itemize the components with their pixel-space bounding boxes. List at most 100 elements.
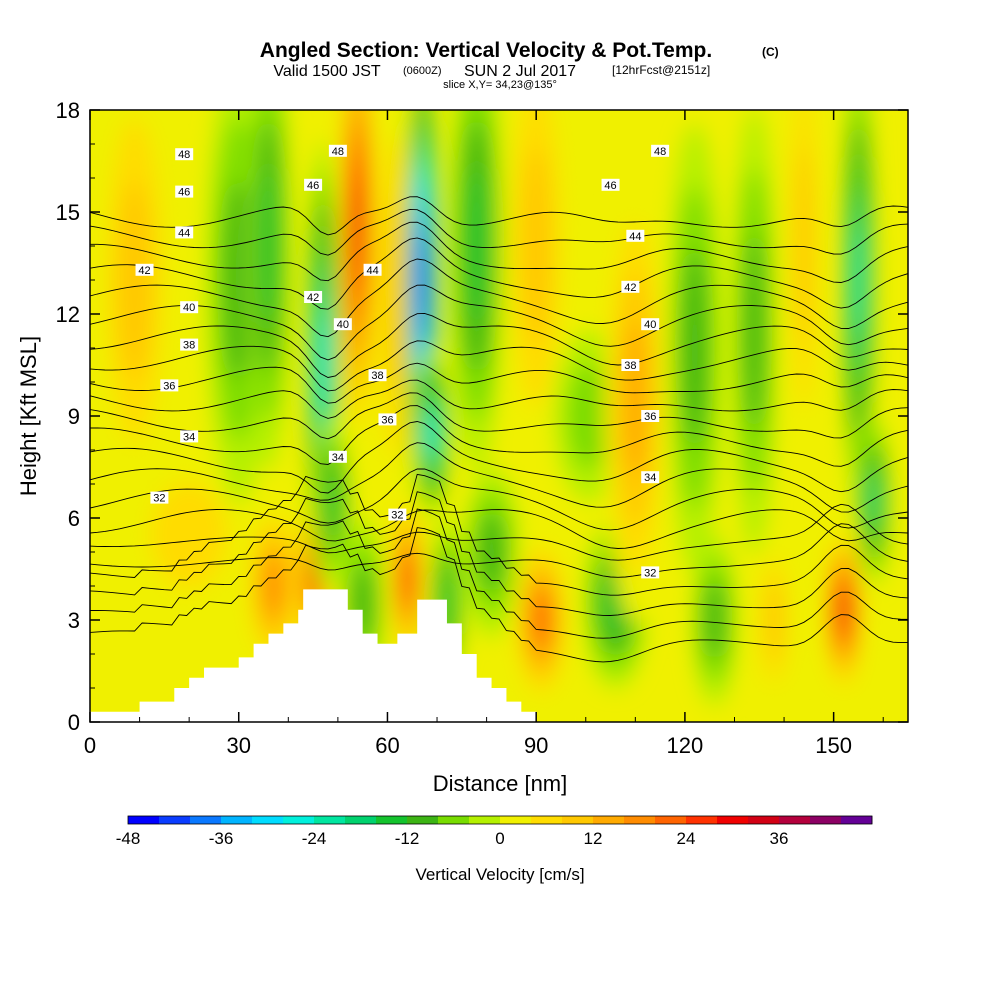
contour-label-text: 48 — [332, 146, 344, 158]
colorbar-swatch — [376, 816, 408, 824]
velocity-cell — [682, 249, 708, 447]
contour-label-text: 46 — [604, 180, 616, 192]
contour-label: 44 — [626, 229, 645, 243]
y-tick-label: 18 — [56, 98, 80, 123]
contour-label-box — [175, 226, 194, 239]
velocity-cell — [318, 316, 328, 414]
contour-label: 34 — [180, 430, 199, 443]
contour-label-box — [180, 338, 199, 351]
velocity-cell — [533, 597, 549, 643]
contour-label-box — [328, 144, 347, 157]
y-tick-label: 12 — [56, 302, 80, 327]
velocity-cell — [117, 181, 152, 379]
contour-label: 48 — [175, 148, 194, 161]
contour-label: 42 — [621, 280, 640, 294]
contour-label: 32 — [641, 566, 660, 579]
contour-label-box — [388, 508, 407, 521]
valid-date: SUN 2 Jul 2017 — [464, 63, 576, 80]
valid-time: Valid 1500 JST — [273, 63, 381, 80]
x-tick-label: 120 — [667, 733, 704, 758]
colorbar-swatch — [531, 816, 563, 824]
x-tick-label: 60 — [375, 733, 399, 758]
contour-label-box — [626, 229, 645, 242]
contour-label-box — [328, 450, 347, 463]
contour-label-box — [150, 491, 169, 504]
contour-label-text: 34 — [644, 472, 656, 484]
contour-label: 46 — [601, 178, 620, 192]
colorbar-swatch — [686, 816, 718, 824]
forecast-info: [12hrFcst@2151z] — [612, 63, 710, 77]
contour-label: 44 — [363, 263, 382, 277]
colorbar-swatch — [283, 816, 315, 824]
title-block: Angled Section: Vertical Velocity & Pot.… — [260, 39, 779, 91]
chart-title: Angled Section: Vertical Velocity & Pot.… — [260, 39, 712, 62]
contour-label-box — [333, 318, 352, 331]
isentrope-contour — [90, 196, 908, 236]
contour-label: 46 — [304, 178, 323, 192]
contour-label-box — [304, 178, 323, 191]
colorbar-swatch — [810, 816, 842, 824]
contour-label: 36 — [378, 413, 397, 426]
potential-temperature-contours — [90, 196, 908, 663]
contour-label-box — [135, 263, 154, 276]
y-tick-label: 3 — [68, 608, 80, 633]
contour-label: 36 — [641, 410, 660, 423]
isentrope-contour — [90, 491, 908, 616]
plot-area: 3234363840424446483234363840424446483234… — [16, 98, 909, 796]
colorbar-swatch — [190, 816, 222, 824]
isentrope-contour — [90, 473, 908, 596]
velocity-cell — [623, 321, 648, 477]
contour-label-text: 44 — [366, 265, 378, 277]
colorbar-swatch — [469, 816, 501, 824]
colorbar-swatches — [127, 815, 873, 825]
velocity-cell — [325, 469, 340, 533]
colorbar-swatch — [438, 816, 470, 824]
velocity-cell — [838, 591, 849, 629]
contour-label: 48 — [328, 144, 347, 158]
chart-title-suffix: (C) — [762, 45, 779, 59]
y-tick-label: 9 — [68, 404, 80, 429]
contour-label-text: 38 — [624, 360, 636, 372]
contour-label-box — [641, 318, 660, 331]
velocity-cell — [567, 363, 614, 469]
contour-label-text: 36 — [381, 414, 393, 426]
contour-label: 42 — [135, 263, 154, 277]
contour-label: 38 — [180, 338, 199, 352]
colorbar-tick-label: 24 — [677, 829, 696, 848]
contour-label: 38 — [368, 369, 387, 382]
contour-label-text: 36 — [644, 411, 656, 423]
contour-label-text: 38 — [371, 370, 383, 382]
contour-label: 40 — [180, 301, 199, 314]
velocity-cell — [264, 559, 283, 613]
isentrope-contour — [90, 392, 908, 440]
contour-label-box — [180, 430, 199, 443]
isentrope-contour — [90, 421, 908, 494]
contour-label-box — [621, 359, 640, 371]
isentrope-contour — [90, 503, 908, 561]
colorbar-swatch — [562, 816, 594, 824]
contour-label: 40 — [333, 318, 352, 331]
velocity-cell — [223, 181, 254, 379]
isentrope-contour — [90, 509, 908, 549]
isentrope-contour — [90, 258, 908, 338]
contour-label-text: 32 — [391, 510, 403, 522]
isentrope-contour — [90, 340, 908, 392]
x-tick-label: 0 — [84, 733, 96, 758]
colorbar-swatch — [159, 816, 191, 824]
valid-utc: (0600Z) — [403, 65, 442, 77]
colorbar-swatch — [252, 816, 284, 824]
contour-label-box — [641, 410, 660, 422]
colorbar-tick-label: 12 — [584, 829, 603, 848]
contour-label: 46 — [175, 185, 194, 199]
isentrope-contour — [90, 508, 908, 639]
colorbar-tick-label: -12 — [395, 829, 420, 848]
colorbar-swatch — [500, 816, 532, 824]
vertical-velocity-shading — [97, 110, 891, 706]
contour-label-box — [601, 178, 620, 191]
isentrope-contour — [90, 405, 908, 467]
contour-label-text: 42 — [624, 282, 636, 294]
slice-info: slice X,Y= 34,23@135° — [443, 79, 557, 91]
colorbar: -48 -36 -24 -12 0 12 24 36 Vertical Velocity [c… — [116, 815, 873, 884]
x-tick-label: 150 — [815, 733, 852, 758]
